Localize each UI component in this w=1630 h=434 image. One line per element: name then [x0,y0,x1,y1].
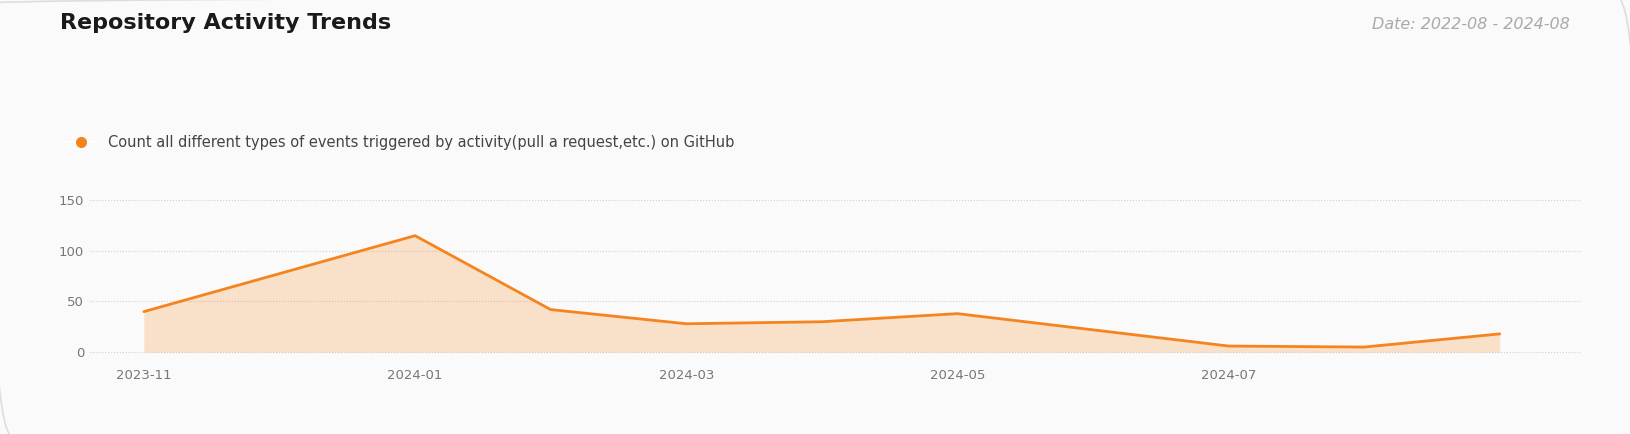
Text: Repository Activity Trends: Repository Activity Trends [60,13,391,33]
Legend: Count all different types of events triggered by activity(pull a request,etc.) o: Count all different types of events trig… [60,129,740,155]
Text: Date: 2022-08 - 2024-08: Date: 2022-08 - 2024-08 [1372,17,1570,33]
